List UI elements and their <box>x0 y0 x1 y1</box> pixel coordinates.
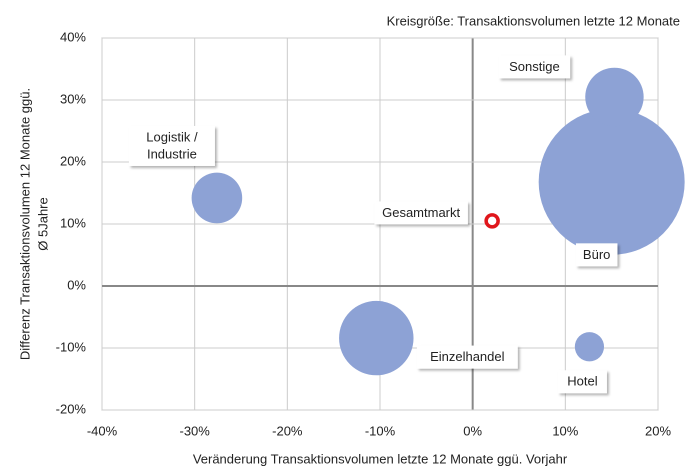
y-tick-label: 20% <box>60 153 86 168</box>
data-label: Sonstige <box>509 59 560 74</box>
x-tick-label: -40% <box>87 423 118 438</box>
bubble <box>585 67 644 127</box>
y-tick-label: -10% <box>56 339 87 354</box>
label-box <box>374 201 468 225</box>
y-tick-label: 40% <box>60 29 86 44</box>
highlight-point <box>484 213 500 229</box>
data-label: Industrie <box>147 146 197 161</box>
label-box <box>498 55 571 79</box>
data-label: Hotel <box>567 374 597 389</box>
data-label: Büro <box>583 247 610 262</box>
label-box <box>128 125 215 166</box>
x-tick-label: 0% <box>463 423 482 438</box>
note: Kreisgröße: Transaktionsvolumen letzte 1… <box>387 13 680 28</box>
data-label: Logistik / <box>146 129 198 144</box>
label-box <box>416 345 518 369</box>
x-tick-label: -30% <box>179 423 210 438</box>
y-axis-title: Ø 5Jahre <box>35 197 50 250</box>
bubble <box>574 332 605 362</box>
x-tick-label: -20% <box>272 423 303 438</box>
label-box <box>575 243 618 267</box>
bubble <box>191 172 243 224</box>
label-box <box>557 370 607 394</box>
x-tick-label: 20% <box>645 423 671 438</box>
y-tick-label: 0% <box>67 277 86 292</box>
y-tick-label: -20% <box>56 401 87 416</box>
data-label: Gesamtmarkt <box>382 205 460 220</box>
bubble <box>339 300 414 376</box>
y-axis-title: Differenz Transaktionsvolumen 12 Monate … <box>17 88 32 360</box>
x-axis-title: Veränderung Transaktionsvolumen letzte 1… <box>193 451 568 466</box>
bubble <box>538 108 685 255</box>
x-tick-label: 10% <box>552 423 578 438</box>
y-tick-label: 30% <box>60 91 86 106</box>
x-tick-label: -10% <box>365 423 396 438</box>
y-tick-label: 10% <box>60 215 86 230</box>
data-label: Einzelhandel <box>430 349 505 364</box>
